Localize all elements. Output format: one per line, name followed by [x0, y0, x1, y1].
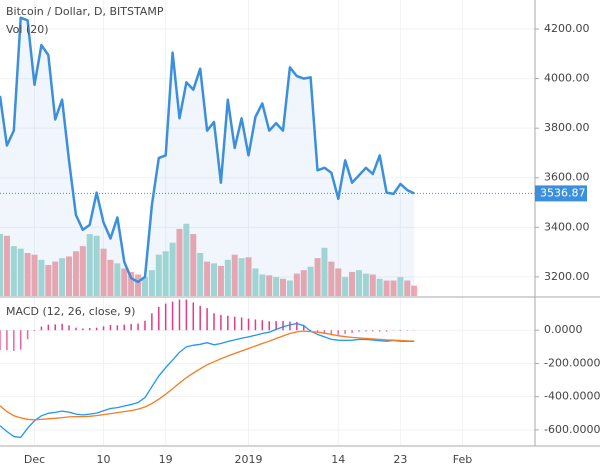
volume-bar [66, 256, 73, 296]
macd-line [0, 322, 415, 439]
volume-bar [224, 259, 231, 296]
volume-bar [328, 261, 335, 296]
volume-bar [397, 277, 404, 296]
volume-bar [100, 248, 107, 296]
volume-bar [93, 235, 100, 296]
y-tick-label: -600.0000 [544, 423, 600, 436]
volume-bar [107, 259, 114, 296]
volume-bar [335, 268, 342, 296]
volume-bar [197, 253, 204, 296]
chart-subtitle: Vol (20) [6, 23, 49, 36]
volume-bar [252, 268, 259, 296]
macd-title: MACD (12, 26, close, 9) [6, 305, 135, 318]
volume-bar [148, 270, 155, 296]
volume-bar [245, 257, 252, 296]
volume-bar [190, 234, 197, 296]
volume-bar [86, 234, 93, 296]
y-tick-label: 3600.00 [544, 171, 590, 184]
volume-bar [79, 246, 86, 296]
volume-bar [266, 275, 273, 296]
volume-bar [349, 271, 356, 296]
x-tick-label: 19 [159, 453, 173, 466]
volume-bar [114, 263, 121, 296]
volume-bar [45, 265, 52, 296]
x-tick-label: Feb [453, 453, 472, 466]
volume-bar [211, 263, 217, 296]
volume-bar [162, 251, 169, 296]
volume-bar [307, 266, 314, 296]
volume-bar [24, 253, 31, 296]
x-tick-label: 23 [393, 453, 407, 466]
volume-bar [72, 251, 79, 296]
volume-bar [376, 278, 383, 296]
x-tick-label: 10 [97, 453, 111, 466]
y-tick-label: 3400.00 [544, 220, 590, 233]
volume-bar [141, 277, 148, 296]
volume-bar [362, 273, 369, 296]
volume-bar [121, 268, 128, 296]
volume-bar [135, 274, 142, 296]
volume-bar [383, 280, 390, 296]
volume-bar [176, 228, 183, 296]
volume-bar [3, 235, 10, 296]
chart-title: Bitcoin / Dollar, D, BITSTAMP [6, 5, 164, 18]
volume-bar [355, 270, 362, 296]
volume-bar [286, 280, 293, 296]
volume-bar [342, 277, 349, 296]
y-tick-label: 0.0000 [544, 323, 583, 336]
volume-bar [280, 278, 287, 296]
last-price-label: 3536.87 [540, 186, 586, 199]
volume-bar [321, 247, 328, 296]
y-tick-label: 4200.00 [544, 22, 590, 35]
y-tick-label: 3200.00 [544, 270, 590, 283]
x-tick-label: 14 [331, 453, 345, 466]
volume-bar [231, 254, 238, 296]
volume-bar [404, 280, 411, 296]
last-price-box [535, 185, 587, 202]
volume-bar [314, 258, 321, 296]
volume-bar [17, 248, 24, 296]
volume-bar [31, 254, 38, 296]
volume-bar [38, 259, 45, 296]
volume-bar [0, 234, 3, 296]
y-tick-label: -200.0000 [544, 356, 600, 369]
volume-bar [238, 258, 245, 296]
y-tick-label: 4000.00 [544, 72, 590, 85]
price-line [0, 16, 415, 284]
volume-bar [273, 277, 280, 296]
volume-bar [293, 273, 300, 296]
volume-bar [10, 246, 17, 296]
x-tick-label: Dec [24, 453, 45, 466]
volume-bar [411, 285, 418, 296]
volume-bar [390, 280, 397, 296]
volume-bar [169, 242, 176, 296]
volume-bar [259, 274, 266, 296]
macd-line [0, 330, 415, 421]
volume-bar [52, 261, 59, 296]
volume-bar [59, 258, 66, 296]
volume-bar [300, 270, 307, 296]
y-tick-label: 3800.00 [544, 121, 590, 134]
volume-bar [155, 254, 162, 296]
volume-bar [217, 265, 224, 296]
volume-bar [183, 223, 190, 296]
volume-bar [369, 274, 376, 296]
x-tick-label: 2019 [235, 453, 263, 466]
volume-bar [204, 261, 211, 296]
y-tick-label: -400.0000 [544, 390, 600, 403]
volume-bar [128, 271, 135, 296]
